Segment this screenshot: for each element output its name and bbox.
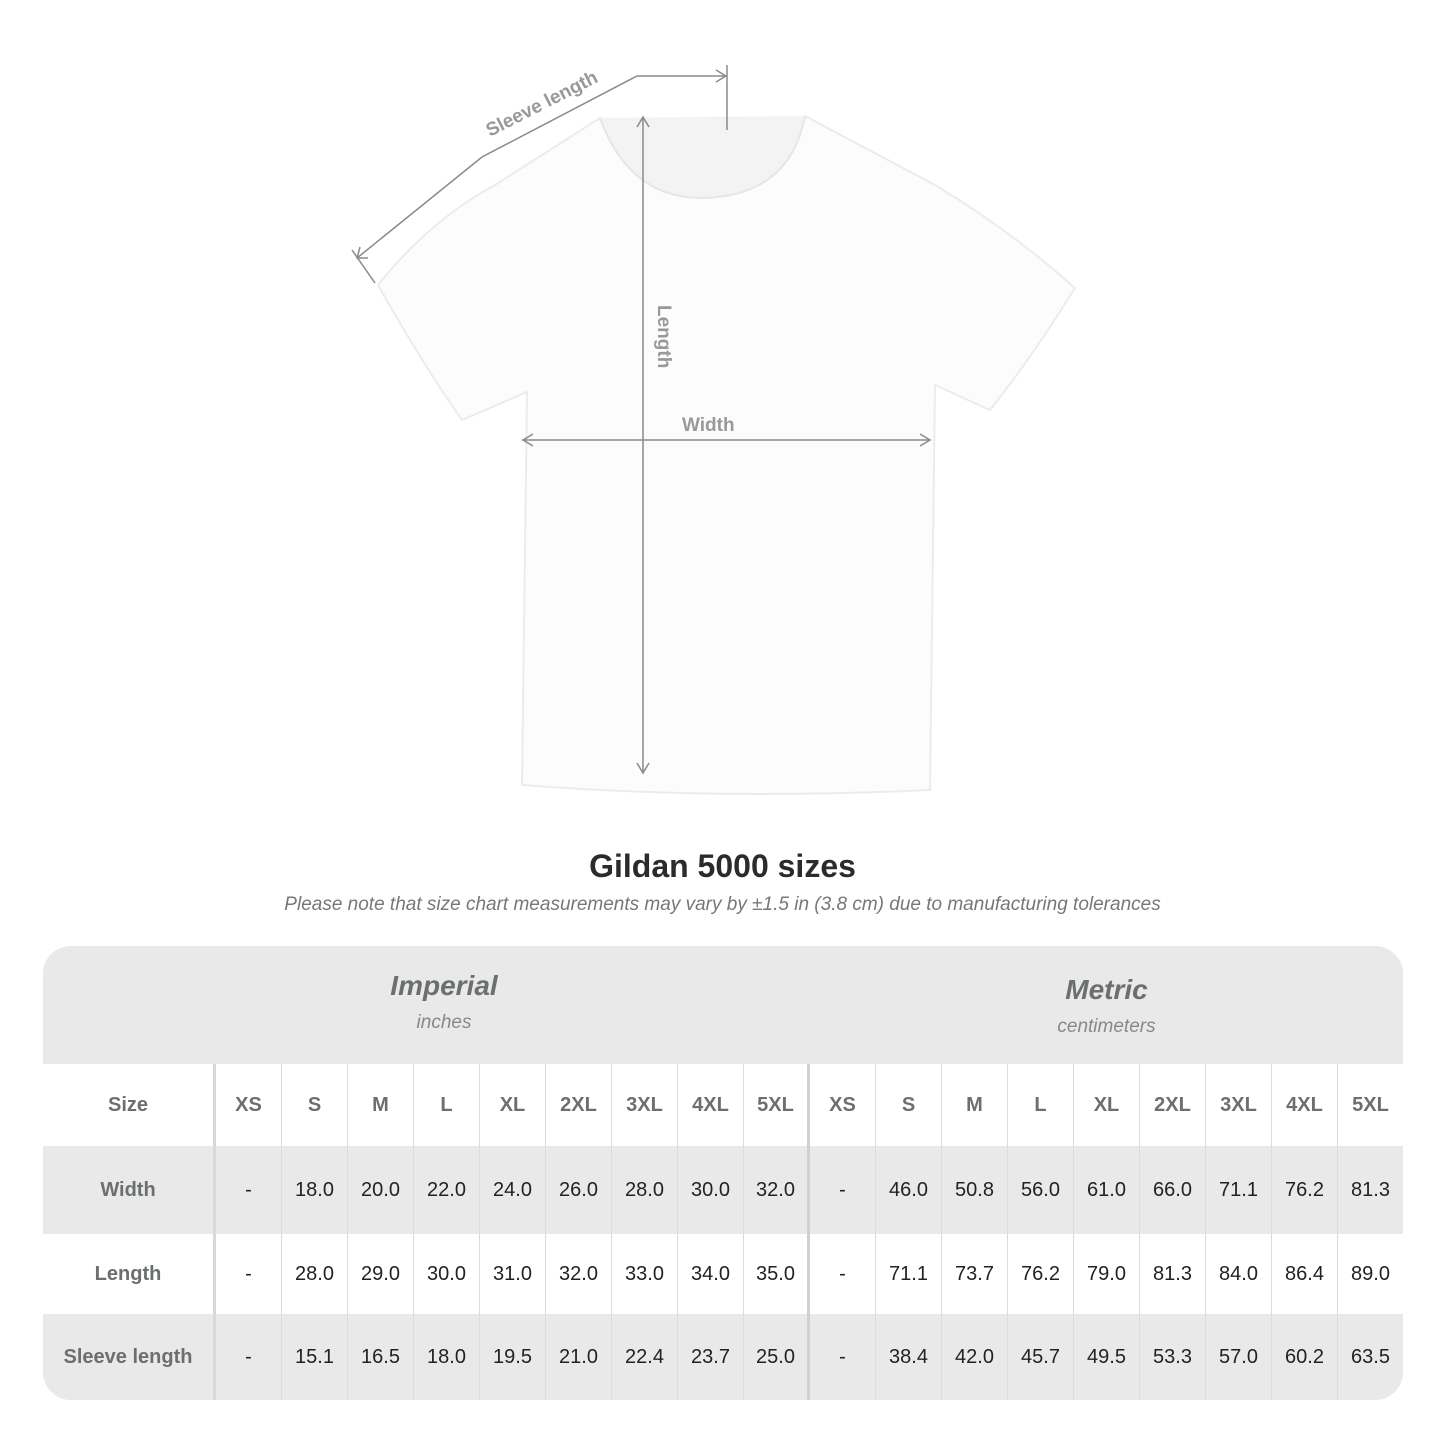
imperial-size-header: L — [414, 1064, 480, 1146]
row-label: Sleeve length — [43, 1314, 216, 1400]
imperial-value-cell: 21.0 — [546, 1314, 612, 1400]
metric-value-cell: 89.0 — [1351, 1262, 1390, 1285]
metric-value-cell: 46.0 — [876, 1146, 942, 1234]
metric-header: Metric centimeters — [810, 974, 1403, 1038]
imperial-value-cell: 33.0 — [612, 1234, 678, 1314]
metric-value-cell: 76.2 — [1008, 1234, 1074, 1314]
metric-size-header: XS — [810, 1064, 876, 1146]
metric-value-cell: 84.0 — [1206, 1234, 1272, 1314]
metric-value-cell: 49.5 — [1074, 1314, 1140, 1400]
imperial-size-header: 2XL — [546, 1064, 612, 1146]
imperial-value-cell: 22.4 — [612, 1314, 678, 1400]
imperial-value-cell: 28.0 — [282, 1234, 348, 1314]
length-label: Length — [653, 305, 674, 368]
imperial-value-cell: 28.0 — [612, 1146, 678, 1234]
tshirt-diagram: Sleeve length Length Width — [351, 65, 1077, 795]
imperial-value-cell: 30.0 — [414, 1234, 480, 1314]
neckline — [599, 115, 806, 200]
metric-size-header: M — [942, 1064, 1008, 1146]
metric-value-cell: 71.1 — [1206, 1146, 1272, 1234]
imperial-size-header: 5XL — [744, 1064, 810, 1146]
metric-value-cell: 81.3 — [1351, 1178, 1390, 1201]
imperial-value-cell: 30.0 — [678, 1146, 744, 1234]
metric-value-cell: - — [810, 1314, 876, 1400]
metric-value-cell: 61.0 — [1074, 1146, 1140, 1234]
metric-value-cell: 73.7 — [942, 1234, 1008, 1314]
imperial-value-cell: 18.0 — [282, 1146, 348, 1234]
imperial-size-header: 4XL — [678, 1064, 744, 1146]
table-row: Width -18.0 20.0 22.0 24.0 26.0 28.0 30.0 32.0-4… — [43, 1146, 1403, 1234]
width-label: Width — [682, 415, 735, 436]
imperial-value-cell: 16.5 — [348, 1314, 414, 1400]
metric-value-cell: 76.2 — [1272, 1146, 1338, 1234]
metric-value-cell: 60.2 — [1272, 1314, 1338, 1400]
row-label: Length — [43, 1234, 216, 1314]
metric-value-cell: 38.4 — [876, 1314, 942, 1400]
imperial-value-cell: 19.5 — [480, 1314, 546, 1400]
imperial-header: Imperial inches — [216, 970, 672, 1034]
row-label: Width — [43, 1146, 216, 1234]
metric-value-cell: 86.4 — [1272, 1234, 1338, 1314]
metric-value-cell: 56.0 — [1008, 1146, 1074, 1234]
imperial-size-header: XS — [216, 1064, 282, 1146]
imperial-value-cell: - — [216, 1146, 282, 1234]
metric-size-header: XL — [1074, 1064, 1140, 1146]
imperial-size-header: M — [348, 1064, 414, 1146]
metric-value-cell: - — [810, 1234, 876, 1314]
row-label: Size — [43, 1064, 216, 1146]
table-row: Sleeve length -15.1 16.5 18.0 19.5 21.0 22.4 23… — [43, 1314, 1403, 1400]
sleeve-length-measure-line — [356, 75, 725, 259]
imperial-value-cell: 35.0 — [744, 1234, 810, 1314]
imperial-value-cell: 26.0 — [546, 1146, 612, 1234]
metric-size-header: 4XL — [1272, 1064, 1338, 1146]
imperial-value-cell: - — [216, 1314, 282, 1400]
metric-size-header: S — [876, 1064, 942, 1146]
metric-value-cell: 45.7 — [1008, 1314, 1074, 1400]
imperial-value-cell: 24.0 — [480, 1146, 546, 1234]
imperial-size-header: S — [282, 1064, 348, 1146]
tshirt-illustration — [376, 114, 1077, 795]
unit-header-band: Imperial inches Metric centimeters — [43, 946, 1403, 1064]
imperial-value-cell: 22.0 — [414, 1146, 480, 1234]
metric-unit: centimeters — [1057, 1016, 1156, 1037]
imperial-value-cell: - — [216, 1234, 282, 1314]
metric-size-header: 5XL — [1352, 1093, 1389, 1116]
metric-value-cell: 42.0 — [942, 1314, 1008, 1400]
imperial-value-cell: 15.1 — [282, 1314, 348, 1400]
imperial-value-cell: 32.0 — [744, 1146, 810, 1234]
metric-value-cell: 57.0 — [1206, 1314, 1272, 1400]
metric-size-header: 3XL — [1206, 1064, 1272, 1146]
metric-value-cell: 50.8 — [942, 1146, 1008, 1234]
imperial-value-cell: 18.0 — [414, 1314, 480, 1400]
imperial-unit: inches — [416, 1012, 472, 1033]
size-table: Imperial inches Metric centimeters Size X… — [43, 946, 1403, 1400]
metric-size-header: L — [1008, 1064, 1074, 1146]
imperial-value-cell: 32.0 — [546, 1234, 612, 1314]
metric-size-header: 2XL — [1140, 1064, 1206, 1146]
metric-value-cell: 81.3 — [1140, 1234, 1206, 1314]
imperial-value-cell: 34.0 — [678, 1234, 744, 1314]
chart-title: Gildan 5000 sizes — [589, 848, 856, 884]
size-header-row: Size XS S M L XL 2XL 3XL 4XL 5XL XS S M L XL 2XL 3XL 4XL 5… — [43, 1064, 1403, 1146]
table-row: Length -28.0 29.0 30.0 31.0 32.0 33.0 34.0 35.0-… — [43, 1234, 1403, 1314]
imperial-value-cell: 23.7 — [678, 1314, 744, 1400]
metric-value-cell: 53.3 — [1140, 1314, 1206, 1400]
metric-value-cell: 71.1 — [876, 1234, 942, 1314]
imperial-value-cell: 31.0 — [480, 1234, 546, 1314]
metric-value-cell: 66.0 — [1140, 1146, 1206, 1234]
imperial-value-cell: 25.0 — [744, 1314, 810, 1400]
tolerance-note: Please note that size chart measurements… — [284, 894, 1161, 915]
imperial-value-cell: 20.0 — [348, 1146, 414, 1234]
metric-value-cell: 79.0 — [1074, 1234, 1140, 1314]
metric-value-cell: 63.5 — [1351, 1345, 1390, 1368]
imperial-title: Imperial — [390, 970, 498, 1001]
imperial-size-header: XL — [480, 1064, 546, 1146]
imperial-size-header: 3XL — [612, 1064, 678, 1146]
metric-value-cell: - — [810, 1146, 876, 1234]
imperial-value-cell: 29.0 — [348, 1234, 414, 1314]
metric-title: Metric — [1065, 974, 1148, 1005]
